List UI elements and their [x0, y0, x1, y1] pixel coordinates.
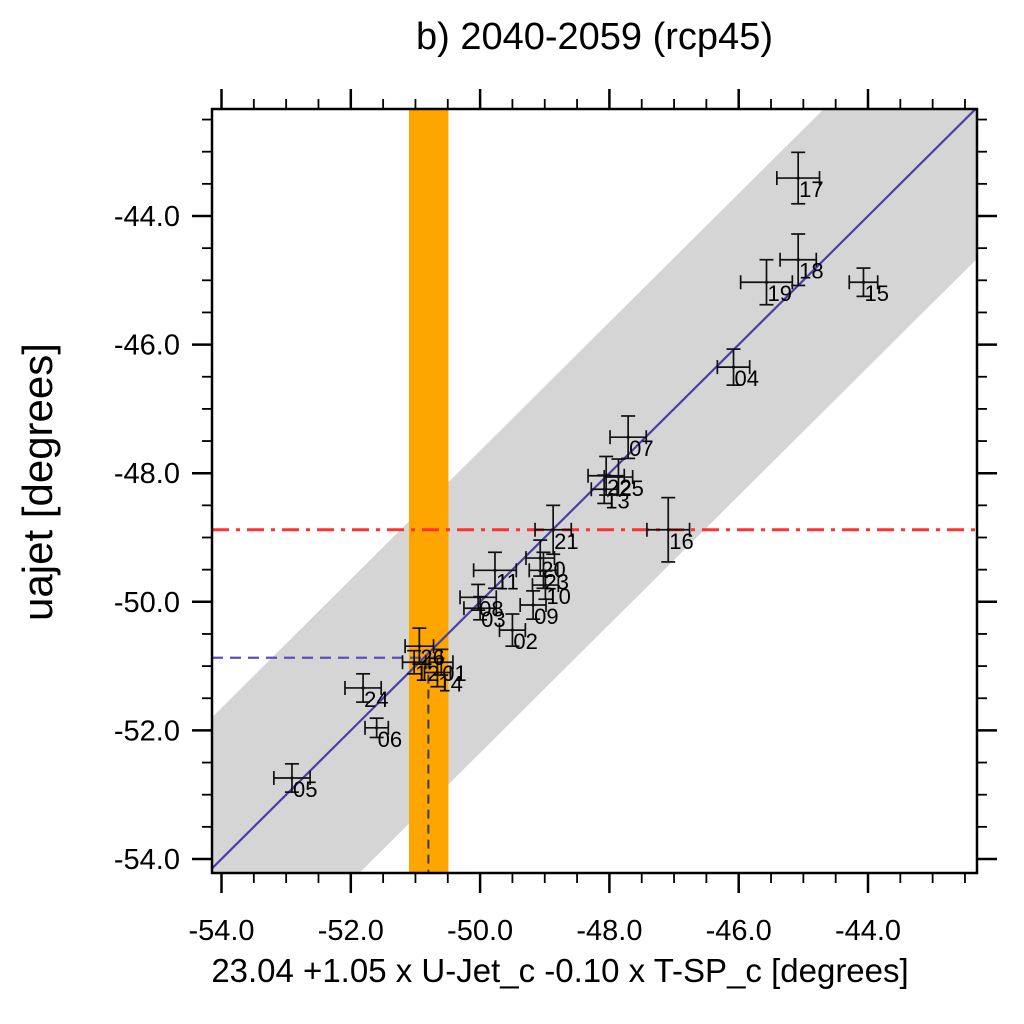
point-label-04: 04 [735, 366, 759, 391]
point-label-24: 24 [364, 687, 388, 712]
svg-text:-50.0: -50.0 [447, 915, 513, 947]
data-point-09: 09 [519, 590, 559, 629]
point-label-13: 13 [605, 488, 629, 513]
svg-text:-54.0: -54.0 [114, 844, 180, 876]
svg-text:-46.0: -46.0 [114, 330, 180, 362]
data-point-18: 18 [779, 233, 824, 287]
svg-text:-52.0: -52.0 [318, 915, 384, 947]
data-point-02: 02 [498, 613, 538, 654]
data-point-04: 04 [716, 348, 759, 391]
data-point-26: 26 [404, 627, 445, 670]
data-point-16: 16 [646, 496, 694, 563]
point-label-14: 14 [438, 672, 462, 697]
svg-text:-44.0: -44.0 [114, 201, 180, 233]
point-label-16: 16 [669, 529, 693, 554]
data-point-17: 17 [775, 151, 824, 205]
point-label-07: 07 [629, 436, 653, 461]
point-label-15: 15 [864, 281, 888, 306]
point-label-25: 25 [619, 476, 643, 501]
point-label-17: 17 [799, 177, 823, 202]
data-point-01: 01 [428, 648, 467, 686]
point-label-26: 26 [420, 645, 444, 670]
point-label-09: 09 [534, 604, 558, 629]
point-label-03: 03 [481, 607, 505, 632]
data-point-22: 22 [587, 455, 632, 500]
svg-text:-44.0: -44.0 [835, 915, 901, 947]
chart-title: b) 2040-2059 (rcp45) [416, 16, 773, 58]
point-label-11: 11 [496, 569, 519, 594]
point-label-19: 19 [767, 281, 791, 306]
data-point-11: 11 [472, 551, 519, 594]
confidence-band [212, 109, 977, 873]
tick-labels: -54.0 -52.0 -50.0 -48.0 -46.0 -44.0 -54.0 -52.0… [114, 201, 901, 947]
svg-text:-50.0: -50.0 [114, 587, 180, 619]
data-point-05: 05 [273, 762, 317, 802]
data-point-07: 07 [609, 415, 654, 461]
point-label-21: 21 [554, 529, 578, 554]
point-label-23: 23 [544, 569, 568, 594]
observation-band [408, 109, 449, 873]
regression-line [212, 109, 977, 870]
x-axis-label: 23.04 +1.05 x U-Jet_c -0.10 x T-SP_c [de… [211, 952, 909, 989]
data-point-21: 21 [534, 504, 579, 556]
point-label-12: 12 [415, 661, 439, 686]
data-point-06: 06 [364, 717, 402, 752]
data-point-23: 23 [528, 551, 569, 594]
svg-text:-48.0: -48.0 [114, 458, 180, 490]
data-point-24: 24 [344, 672, 389, 712]
svg-text:-48.0: -48.0 [576, 915, 642, 947]
point-label-06: 06 [378, 727, 402, 752]
data-point-15: 15 [848, 267, 889, 306]
data-point-13: 13 [590, 474, 630, 513]
point-label-18: 18 [799, 259, 823, 284]
point-label-02: 02 [513, 629, 537, 654]
point-label-10: 10 [546, 584, 570, 609]
svg-text:-52.0: -52.0 [114, 715, 180, 747]
point-label-01: 01 [442, 661, 466, 686]
point-label-05: 05 [293, 777, 317, 802]
data-point-19: 19 [739, 258, 794, 306]
data-point-25: 25 [603, 458, 644, 501]
data-point-08: 08 [459, 583, 504, 621]
plot-artwork [212, 109, 977, 873]
axis-ticks [192, 89, 997, 893]
svg-text:-54.0: -54.0 [188, 915, 254, 947]
point-label-08: 08 [479, 596, 503, 621]
svg-text:-46.0: -46.0 [706, 915, 772, 947]
plot-frame [210, 107, 979, 875]
data-point-14: 14 [423, 657, 463, 697]
data-point-12: 12 [401, 649, 440, 686]
